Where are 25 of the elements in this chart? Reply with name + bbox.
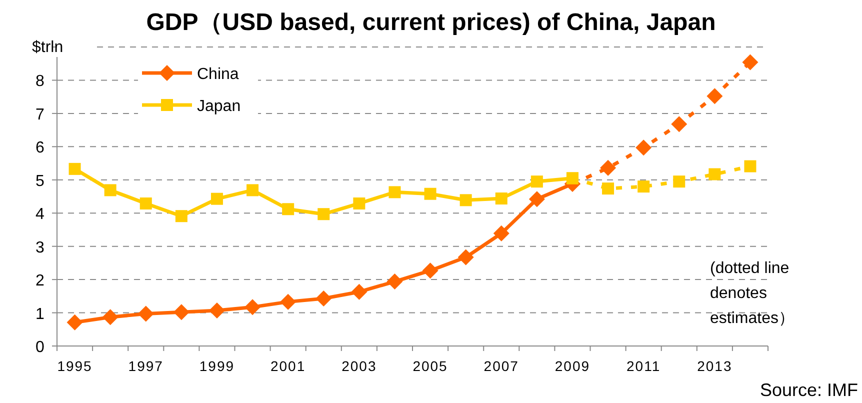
x-tick-label: 2001: [270, 358, 306, 374]
y-tick-label: 2: [36, 272, 45, 290]
legend-label: China: [197, 66, 239, 83]
y-tick-label: 1: [36, 306, 45, 323]
x-tick-label: 2013: [697, 358, 732, 374]
legend-label: Japan: [197, 98, 241, 115]
x-tick-label: 2007: [484, 358, 519, 374]
y-tick-label: 6: [36, 140, 45, 157]
chart-title: GDP（USD based, current prices) of China, Japan: [146, 9, 716, 36]
x-tick-label: 1997: [128, 358, 164, 374]
y-axis-title: $trln: [32, 39, 64, 56]
y-tick-label: 7: [36, 106, 45, 124]
y-tick-label: 3: [36, 239, 45, 256]
x-tick-label: 2011: [626, 358, 661, 374]
x-tick-label: 2003: [342, 358, 377, 374]
y-tick-label: 5: [36, 172, 45, 190]
x-tick-label: 1995: [57, 358, 92, 374]
y-tick-label: 0: [36, 339, 45, 356]
source-note: Source: IMF: [760, 380, 858, 400]
annotation: (dotted line denotes estimates）: [710, 260, 794, 327]
y-tick-label: 8: [36, 73, 45, 90]
x-tick-label: 2009: [554, 358, 590, 374]
x-tick-label: 1999: [199, 358, 235, 374]
y-tick-label: 4: [36, 206, 45, 224]
x-tick-label: 2005: [412, 358, 448, 374]
